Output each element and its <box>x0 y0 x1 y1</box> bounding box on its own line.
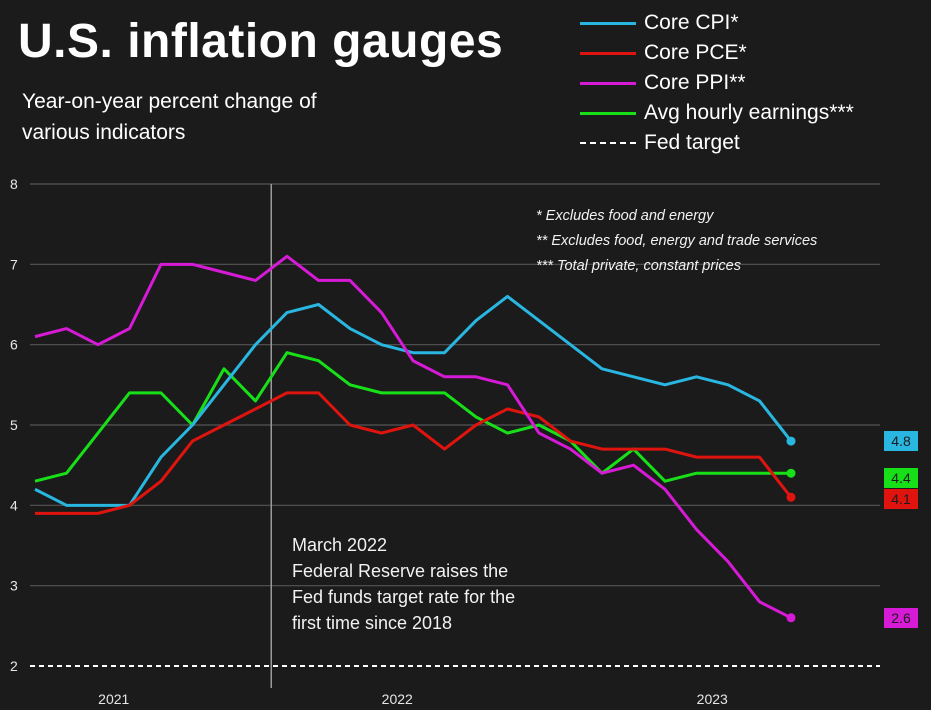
series-endpoint <box>786 468 796 478</box>
annotation-line-3: Fed funds target rate for the <box>292 587 516 607</box>
y-tick-label: 2 <box>10 658 18 674</box>
legend-label-core-pce: Core PCE* <box>644 41 747 64</box>
end-label-core-pce: 4.1 <box>884 489 918 509</box>
annotation-line-4: first time since 2018 <box>292 613 453 633</box>
legend-item-core-cpi: Core CPI* <box>580 8 854 38</box>
legend-item-avg-hourly-earnings: Avg hourly earnings*** <box>580 98 854 128</box>
legend-swatch-core-ppi <box>580 81 636 85</box>
end-label-avg-hourly-earnings: 4.4 <box>884 468 918 488</box>
chart-subtitle: Year-on-year percent change of various i… <box>22 90 317 144</box>
legend-label-avg-hourly-earnings: Avg hourly earnings*** <box>644 101 854 124</box>
annotation-line-1: March 2022 <box>292 535 388 555</box>
legend: Core CPI* Core PCE* Core PPI** Avg hourl… <box>580 8 854 158</box>
footnote-core: * Excludes food and energy <box>536 208 714 224</box>
x-tick-label: 2021 <box>98 691 129 707</box>
y-tick-label: 5 <box>10 417 18 433</box>
y-tick-label: 6 <box>10 337 18 353</box>
footnote-earnings: *** Total private, constant prices <box>536 258 741 274</box>
x-tick-label: 2023 <box>697 691 728 707</box>
y-tick-label: 4 <box>10 497 18 513</box>
series-line-core-pce <box>35 391 793 515</box>
series-endpoint <box>786 436 796 446</box>
footnote-ppi: ** Excludes food, energy and trade servi… <box>536 233 818 249</box>
legend-label-fed-target: Fed target <box>644 131 740 154</box>
chart-title: U.S. inflation gauges <box>18 15 504 68</box>
y-tick-label: 3 <box>10 578 18 594</box>
end-label-core-cpi: 4.8 <box>884 431 918 451</box>
legend-swatch-core-cpi <box>580 21 636 25</box>
series-endpoint <box>786 492 796 502</box>
legend-item-fed-target: Fed target <box>580 128 854 158</box>
x-tick-label: 2022 <box>382 691 413 707</box>
legend-item-core-ppi: Core PPI** <box>580 68 854 98</box>
legend-swatch-avg-hourly-earnings <box>580 111 636 115</box>
legend-swatch-core-pce <box>580 51 636 55</box>
series-line-avg-hourly-earnings <box>34 351 791 483</box>
annotation-line-2: Federal Reserve raises the <box>292 561 509 581</box>
legend-label-core-cpi: Core CPI* <box>644 11 739 34</box>
legend-swatch-fed-target <box>580 142 636 144</box>
end-label-core-ppi: 2.6 <box>884 608 918 628</box>
series-line-core-ppi <box>34 254 792 620</box>
footnotes: * Excludes food and energy ** Excludes f… <box>536 204 817 279</box>
y-tick-label: 8 <box>10 176 18 192</box>
fed-rate-hike-annotation: March 2022 Federal Reserve raises the Fe… <box>292 532 515 636</box>
series-endpoint <box>786 613 796 623</box>
legend-label-core-ppi: Core PPI** <box>644 71 746 94</box>
series-line-core-cpi <box>34 294 793 507</box>
legend-item-core-pce: Core PCE* <box>580 38 854 68</box>
y-tick-label: 7 <box>10 256 18 272</box>
